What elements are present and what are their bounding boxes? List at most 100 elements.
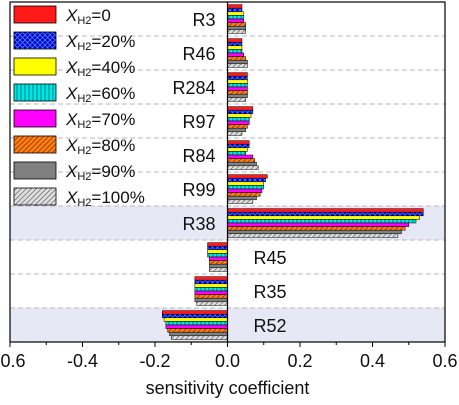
- bar-r35-series-3: [194, 283, 228, 288]
- category-label-r46: R46: [182, 44, 215, 64]
- legend-swatch-3: [13, 57, 57, 76]
- bar-r97-series-3: [227, 113, 252, 118]
- category-label-r284: R284: [172, 78, 215, 98]
- bar-r284-series-3: [227, 79, 248, 84]
- bar-r38-series-2: [227, 211, 424, 217]
- bar-r84-series-2: [227, 143, 250, 149]
- bar-r52-series-5: [165, 324, 228, 329]
- legend-swatch-8: [13, 187, 57, 206]
- bar-r84-series-3: [227, 147, 248, 152]
- bar-r3-series-2: [227, 7, 243, 13]
- bar-r52-series-4: [165, 321, 228, 326]
- legend-swatch-6: [13, 135, 57, 154]
- bar-r46-series-5: [227, 52, 245, 57]
- bar-r84-series-4: [227, 151, 246, 156]
- legend-swatch-5: [13, 109, 57, 128]
- bar-r52-series-2: [162, 313, 228, 319]
- x-tick-label: -0.2: [139, 351, 170, 371]
- bar-r46-series-6: [227, 56, 246, 61]
- bar-r52-series-1: [162, 310, 228, 315]
- bar-r99-series-4: [227, 185, 264, 190]
- category-label-r38: R38: [182, 214, 215, 234]
- category-label-r3: R3: [192, 10, 215, 30]
- bar-r84-series-1: [227, 140, 250, 145]
- bar-r45-series-7: [209, 263, 228, 269]
- bar-r84-series-5: [227, 154, 254, 159]
- legend: XH2=0 XH2=20% XH2=40% XH2=60% XH2=70% XH2=80%…: [13, 5, 145, 209]
- x-tick-label: 0.2: [287, 351, 312, 371]
- bar-r52-series-3: [163, 317, 228, 322]
- bar-r45-series-6: [209, 260, 228, 265]
- x-tick-label: 0.6: [432, 351, 457, 371]
- bar-r52-series-7: [169, 331, 228, 337]
- bar-r97-series-1: [227, 106, 254, 111]
- category-label-r52: R52: [254, 316, 287, 336]
- bar-r97-series-6: [227, 124, 248, 129]
- category-label-r97: R97: [182, 112, 215, 132]
- bar-r35-series-5: [194, 290, 228, 295]
- bar-r84-series-6: [227, 158, 255, 163]
- labels-layer: -0.6 -0.4 -0.2 0.0 0.2 0.4 0.6 sensitivity coef…: [0, 10, 458, 398]
- bar-r45-series-2: [207, 245, 228, 251]
- legend-label-5: XH2=70%: [65, 110, 135, 131]
- bar-r3-series-7: [227, 25, 246, 31]
- legend-swatch-4: [13, 83, 57, 102]
- x-axis-label: sensitivity coefficient: [146, 378, 310, 398]
- bar-r99-series-1: [227, 174, 268, 179]
- legend-swatch-1: [13, 5, 57, 24]
- bar-r45-series-3: [207, 249, 228, 254]
- bar-r99-series-2: [227, 177, 266, 183]
- bar-r45-series-1: [207, 242, 228, 247]
- bar-r38-series-4: [227, 219, 417, 224]
- bar-r52-series-6: [167, 328, 228, 333]
- bar-r35-series-6: [194, 294, 228, 299]
- bar-r3-series-3: [227, 11, 245, 16]
- bar-r38-series-8: [227, 233, 399, 238]
- category-label-r84: R84: [182, 146, 215, 166]
- bar-r46-series-3: [227, 45, 243, 50]
- legend-label-2: XH2=20%: [65, 32, 135, 53]
- bar-r99-series-5: [227, 188, 263, 193]
- legend-label-3: XH2=40%: [65, 58, 135, 79]
- bar-r35-series-4: [194, 287, 228, 292]
- bars-layer: [162, 4, 424, 340]
- bar-r284-series-8: [227, 97, 246, 102]
- bar-r38-series-1: [227, 208, 424, 213]
- x-tick-label: -0.4: [67, 351, 98, 371]
- bar-r284-series-5: [227, 86, 248, 91]
- bar-r284-series-2: [227, 75, 248, 81]
- bar-r46-series-2: [227, 41, 243, 47]
- category-label-r35: R35: [254, 282, 287, 302]
- bar-r46-series-8: [227, 63, 248, 68]
- category-label-r45: R45: [254, 248, 287, 268]
- bar-r97-series-7: [227, 127, 246, 133]
- bar-r3-series-1: [227, 4, 243, 9]
- bar-r3-series-4: [227, 15, 245, 20]
- legend-label-6: XH2=80%: [65, 136, 135, 157]
- bar-r84-series-7: [227, 161, 257, 167]
- bar-r97-series-8: [227, 131, 243, 136]
- bar-r3-series-5: [227, 18, 245, 23]
- x-tick-label: 0.4: [360, 351, 385, 371]
- bar-r284-series-6: [227, 90, 248, 95]
- legend-label-4: XH2=60%: [65, 84, 135, 105]
- bar-r35-series-2: [194, 279, 228, 285]
- bar-r46-series-1: [227, 38, 243, 43]
- bar-r35-series-1: [194, 276, 228, 281]
- bar-r3-series-8: [227, 29, 246, 34]
- bar-r99-series-3: [227, 181, 264, 186]
- bar-r84-series-8: [227, 165, 259, 170]
- bar-r38-series-7: [227, 229, 402, 235]
- bar-r284-series-1: [227, 72, 248, 77]
- bar-r284-series-4: [227, 83, 248, 88]
- bar-r45-series-8: [209, 267, 228, 272]
- x-tick-label: -0.6: [0, 351, 26, 371]
- legend-label-7: XH2=90%: [65, 162, 135, 183]
- bar-r38-series-6: [227, 226, 406, 231]
- bar-r99-series-8: [227, 199, 254, 204]
- bar-r38-series-3: [227, 215, 420, 220]
- bar-r99-series-7: [227, 195, 257, 201]
- bar-r46-series-7: [227, 59, 248, 65]
- bar-r97-series-2: [227, 109, 254, 115]
